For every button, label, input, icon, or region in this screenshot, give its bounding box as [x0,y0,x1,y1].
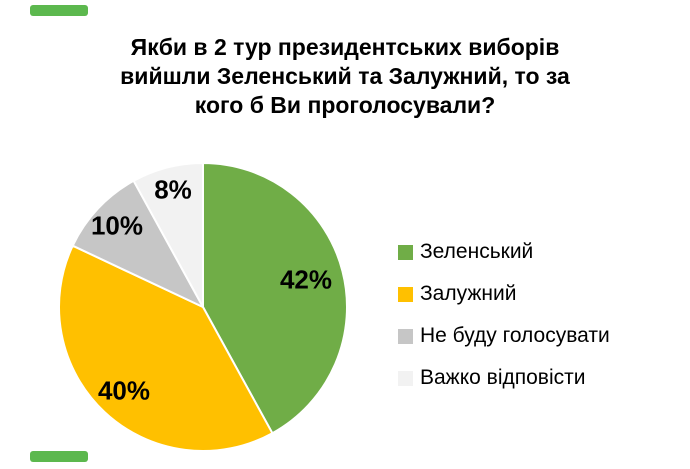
legend-swatch-icon [398,370,413,386]
legend-label: Зеленський [420,240,534,263]
pie-slice-percentage-label: 10% [90,210,144,241]
pie-slice-1 [202,162,348,435]
legend-swatch-icon [398,328,413,344]
pie-slice-percentage-label: 8% [154,174,192,205]
legend-swatch-icon [398,286,413,302]
legend-item: Зеленський [398,231,610,273]
green-corner-bar-bottom [30,451,88,462]
pie-slice-4 [132,162,204,308]
green-corner-bar-top [30,5,88,16]
legend-item: Важко відповісти [398,357,610,399]
legend-item: Залужний [398,273,610,315]
pie-slice-3 [71,179,204,308]
chart-title-line: вийшли Зеленський та Залужний, то за [120,63,570,89]
pie-chart [58,162,348,452]
pie-slice-percentage-label: 40% [97,375,151,406]
chart-title: Якби в 2 тур президентських виборів вийшл… [45,33,645,120]
chart-title-line: Якби в 2 тур президентських виборів [130,34,560,60]
pie-slice-2 [58,244,274,452]
legend-label: Важко відповісти [420,366,586,389]
chart-title-line: кого б Ви проголосували? [194,92,496,118]
legend-label: Залужний [420,282,517,305]
pie-slice-percentage-label: 42% [279,264,333,295]
legend-item: Не буду голосувати [398,315,610,357]
legend-label: Не буду голосувати [420,324,610,347]
legend-swatch-icon [398,244,413,260]
legend: Зеленський Залужний Не буду голосувати Важк… [398,231,610,399]
